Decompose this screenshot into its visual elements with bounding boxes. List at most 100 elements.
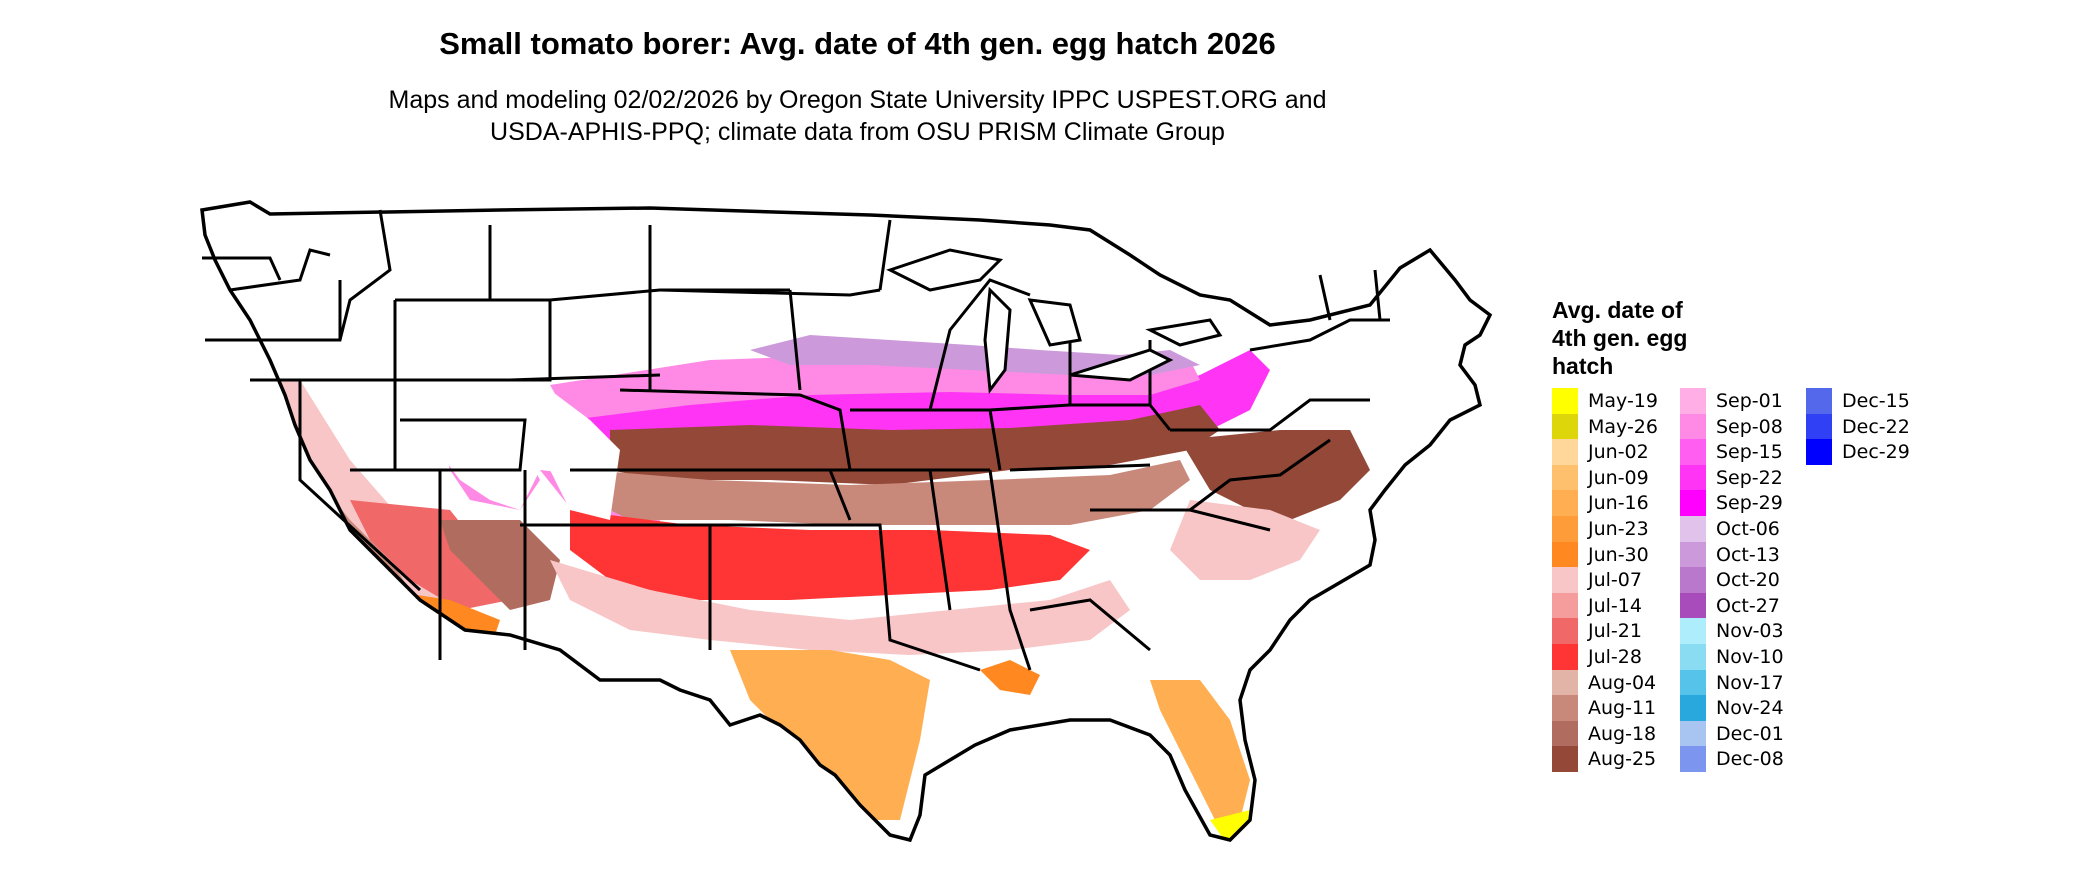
legend-label: Jun-09 — [1588, 466, 1649, 489]
legend-item: Nov-24 — [1680, 695, 1810, 721]
legend-label: Sep-29 — [1716, 492, 1783, 515]
legend-item: Aug-18 — [1552, 720, 1682, 747]
legend-label: Dec-08 — [1716, 748, 1784, 771]
legend-label: Aug-11 — [1588, 697, 1657, 720]
legend-item: Sep-22 — [1680, 464, 1810, 491]
legend-title-line-1: Avg. date of — [1552, 297, 1683, 323]
legend-item: Nov-03 — [1680, 618, 1810, 644]
legend-item: May-19 — [1552, 388, 1682, 414]
legend-label: Jul-21 — [1588, 620, 1642, 643]
legend-item: Sep-01 — [1680, 388, 1810, 414]
legend-item: Dec-15 — [1806, 388, 1936, 414]
zone-north-lavender — [750, 335, 1200, 375]
legend-item: Jul-14 — [1552, 592, 1682, 619]
legend-label: Sep-08 — [1716, 415, 1783, 438]
zone-florida-orange — [1150, 680, 1250, 830]
legend-swatch — [1680, 695, 1706, 721]
legend-item: Dec-08 — [1680, 746, 1810, 772]
legend-swatch — [1552, 567, 1578, 593]
legend-item: Oct-13 — [1680, 541, 1810, 568]
legend-item: Jun-16 — [1552, 490, 1682, 516]
legend-swatch — [1680, 439, 1706, 465]
zone-sw-red — [350, 500, 510, 610]
legend-label: Jun-30 — [1588, 543, 1649, 566]
legend-title: Avg. date of 4th gen. egg hatch — [1552, 296, 1752, 380]
legend-label: Jun-23 — [1588, 517, 1649, 540]
legend-swatch — [1806, 413, 1832, 440]
legend-swatch — [1552, 439, 1578, 465]
legend-label: Jul-14 — [1588, 594, 1642, 617]
legend-column-3: Dec-15 Dec-22 Dec-29 — [1806, 388, 1936, 465]
legend-item: Dec-22 — [1806, 413, 1936, 440]
legend-item: Aug-11 — [1552, 695, 1682, 721]
legend-item: Jul-21 — [1552, 618, 1682, 644]
zone-arizona-brown — [440, 520, 560, 610]
legend-label: Jul-28 — [1588, 645, 1642, 668]
legend-label: Aug-04 — [1588, 671, 1657, 694]
legend: May-19 May-26 Jun-02 Jun-09 Jun-16 Jun-23 Jun-… — [1552, 388, 2092, 788]
legend-swatch — [1806, 388, 1832, 414]
legend-label: Jun-16 — [1588, 492, 1649, 515]
legend-swatch — [1552, 388, 1578, 414]
legend-item: Oct-27 — [1680, 592, 1810, 619]
state-boundaries — [200, 200, 1492, 842]
legend-item: Jun-09 — [1552, 464, 1682, 491]
legend-swatch — [1680, 643, 1706, 670]
legend-swatch — [1680, 592, 1706, 619]
legend-item: Oct-20 — [1680, 567, 1810, 593]
legend-label: Jun-02 — [1588, 441, 1649, 464]
legend-label: Oct-20 — [1716, 569, 1780, 592]
legend-swatch — [1680, 567, 1706, 593]
legend-label: Dec-15 — [1842, 390, 1910, 412]
legend-swatch — [1552, 490, 1578, 516]
legend-swatch — [1552, 746, 1578, 772]
legend-item: May-26 — [1552, 413, 1682, 440]
legend-label: Nov-03 — [1716, 620, 1784, 643]
legend-item: Jun-02 — [1552, 439, 1682, 465]
legend-item: Nov-10 — [1680, 643, 1810, 670]
legend-swatch — [1680, 669, 1706, 696]
legend-swatch — [1680, 490, 1706, 516]
legend-label: Sep-01 — [1716, 390, 1783, 412]
legend-swatch — [1552, 618, 1578, 644]
legend-swatch — [1680, 720, 1706, 747]
legend-item: Aug-25 — [1552, 746, 1682, 772]
legend-label: May-26 — [1588, 415, 1658, 438]
legend-label: May-19 — [1588, 390, 1658, 412]
legend-column-2: Sep-01 Sep-08 Sep-15 Sep-22 Sep-29 Oct-06 Oct-… — [1680, 388, 1810, 772]
legend-column-1: May-19 May-26 Jun-02 Jun-09 Jun-16 Jun-23 Jun-… — [1552, 388, 1682, 772]
legend-item: Nov-17 — [1680, 669, 1810, 696]
subtitle-line-1: Maps and modeling 02/02/2026 by Oregon S… — [388, 86, 1327, 114]
legend-item: Aug-04 — [1552, 669, 1682, 696]
legend-swatch — [1552, 643, 1578, 670]
legend-swatch — [1680, 541, 1706, 568]
legend-item: Dec-01 — [1680, 720, 1810, 747]
legend-swatch — [1552, 695, 1578, 721]
legend-swatch — [1552, 592, 1578, 619]
legend-label: Nov-24 — [1716, 697, 1784, 720]
zone-texas-orange — [730, 650, 930, 820]
legend-label: Oct-06 — [1716, 517, 1780, 540]
legend-item: Jun-30 — [1552, 541, 1682, 568]
legend-item: Dec-29 — [1806, 439, 1936, 465]
zone-louisiana-orange — [980, 660, 1040, 695]
zone-rockies-none — [340, 370, 540, 510]
legend-swatch — [1552, 515, 1578, 542]
legend-label: Dec-29 — [1842, 441, 1910, 464]
legend-swatch — [1680, 464, 1706, 491]
legend-label: Sep-22 — [1716, 466, 1783, 489]
subtitle-line-2: USDA-APHIS-PPQ; climate data from OSU PR… — [490, 118, 1225, 146]
legend-swatch — [1806, 439, 1832, 465]
zone-carolina-pink — [1170, 500, 1320, 580]
zone-south-brown-dark — [610, 405, 1220, 485]
legend-label: Aug-25 — [1588, 748, 1657, 771]
legend-title-line-2: 4th gen. egg — [1552, 325, 1688, 351]
legend-label: Dec-22 — [1842, 415, 1910, 438]
legend-label: Dec-01 — [1716, 722, 1784, 745]
legend-label: Jul-07 — [1588, 569, 1642, 592]
legend-swatch — [1552, 720, 1578, 747]
legend-swatch — [1680, 515, 1706, 542]
legend-item: Jul-07 — [1552, 567, 1682, 593]
legend-title-line-3: hatch — [1552, 353, 1614, 379]
legend-item: Jul-28 — [1552, 643, 1682, 670]
